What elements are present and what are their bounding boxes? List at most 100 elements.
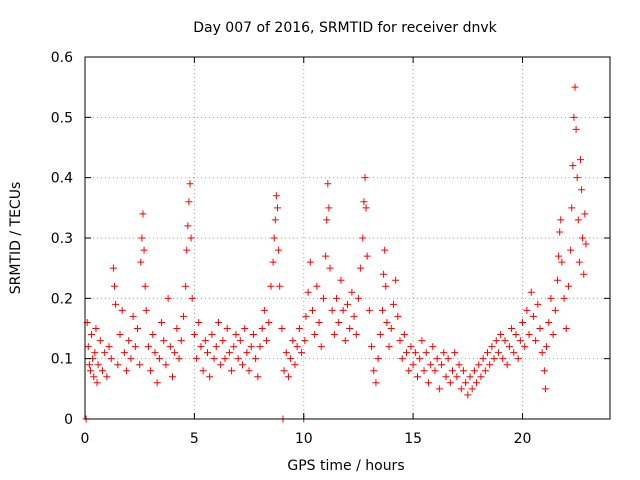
- data-point: [291, 361, 299, 369]
- data-point: [151, 349, 159, 357]
- data-point: [193, 355, 201, 363]
- data-point: [497, 331, 505, 339]
- data-point: [201, 337, 209, 345]
- y-tick-label: 0.3: [51, 231, 73, 247]
- data-point: [370, 367, 378, 375]
- data-point: [208, 331, 216, 339]
- data-point: [352, 331, 360, 339]
- data-point: [573, 174, 581, 182]
- data-point: [424, 379, 432, 387]
- data-point: [346, 325, 354, 332]
- data-point: [260, 306, 268, 314]
- data-point: [323, 216, 331, 224]
- data-point: [361, 174, 369, 182]
- data-point: [568, 204, 576, 212]
- data-point: [278, 325, 286, 332]
- data-point: [311, 331, 319, 339]
- data-point: [446, 379, 454, 387]
- data-point: [383, 318, 391, 326]
- data-point: [394, 312, 402, 320]
- data-point: [333, 294, 341, 302]
- data-point: [385, 343, 393, 351]
- data-point: [221, 355, 229, 363]
- data-point: [420, 367, 428, 375]
- data-point: [571, 83, 579, 91]
- data-point: [510, 349, 518, 357]
- data-point: [275, 246, 283, 254]
- data-point: [322, 252, 330, 260]
- data-point: [543, 343, 551, 351]
- data-point: [225, 349, 233, 357]
- data-point: [309, 306, 316, 314]
- data-point: [105, 343, 113, 351]
- data-point: [466, 373, 474, 381]
- data-point: [179, 312, 187, 320]
- data-point: [578, 186, 586, 194]
- y-tick-label: 0.4: [51, 171, 73, 187]
- data-point: [484, 349, 491, 357]
- data-point: [374, 355, 382, 363]
- data-point: [177, 337, 185, 345]
- data-point: [527, 288, 535, 296]
- data-point: [109, 264, 117, 272]
- data-point: [313, 282, 321, 290]
- x-tick-label: 10: [295, 431, 313, 447]
- data-point: [162, 361, 170, 369]
- data-point: [521, 343, 529, 351]
- data-point: [293, 343, 301, 351]
- data-point: [111, 282, 119, 290]
- data-point: [462, 379, 470, 387]
- data-point: [435, 385, 443, 393]
- data-point: [440, 349, 448, 357]
- data-point: [438, 361, 446, 369]
- data-point: [158, 318, 166, 326]
- data-point: [339, 306, 347, 314]
- data-point: [123, 367, 131, 375]
- data-point: [376, 331, 384, 339]
- data-point: [276, 282, 284, 290]
- data-point: [263, 337, 271, 345]
- data-point: [503, 361, 511, 369]
- data-point: [131, 343, 139, 351]
- data-point: [99, 367, 106, 375]
- data-point: [187, 234, 195, 242]
- data-point: [451, 349, 459, 357]
- data-point: [449, 367, 456, 375]
- data-point: [337, 276, 345, 284]
- data-point: [269, 258, 277, 266]
- data-point: [545, 318, 553, 326]
- data-point: [249, 331, 257, 339]
- data-point: [236, 337, 244, 345]
- data-point: [534, 300, 542, 308]
- data-point: [107, 355, 115, 363]
- data-point: [514, 355, 522, 363]
- data-point: [532, 337, 540, 345]
- data-point: [86, 367, 94, 375]
- data-point: [405, 367, 413, 375]
- y-tick-label: 0.5: [51, 110, 73, 126]
- data-point: [344, 300, 351, 308]
- x-tick-label: 5: [190, 431, 199, 447]
- data-point: [306, 258, 314, 266]
- data-point: [519, 318, 526, 326]
- data-point: [139, 210, 147, 218]
- data-point: [287, 355, 295, 363]
- data-point: [219, 337, 227, 345]
- data-point: [557, 216, 565, 224]
- data-point: [392, 276, 400, 284]
- data-point: [414, 373, 421, 381]
- data-point: [381, 246, 389, 254]
- data-point: [569, 162, 577, 170]
- data-point: [505, 343, 513, 351]
- data-point: [501, 337, 509, 345]
- data-point: [380, 270, 388, 278]
- data-point: [516, 337, 524, 345]
- data-point: [188, 294, 196, 302]
- data-point: [232, 331, 240, 339]
- data-point: [252, 355, 260, 363]
- data-point: [416, 355, 424, 363]
- data-point: [298, 349, 306, 357]
- data-point: [94, 361, 102, 369]
- data-point: [315, 318, 323, 326]
- data-points: [82, 83, 590, 423]
